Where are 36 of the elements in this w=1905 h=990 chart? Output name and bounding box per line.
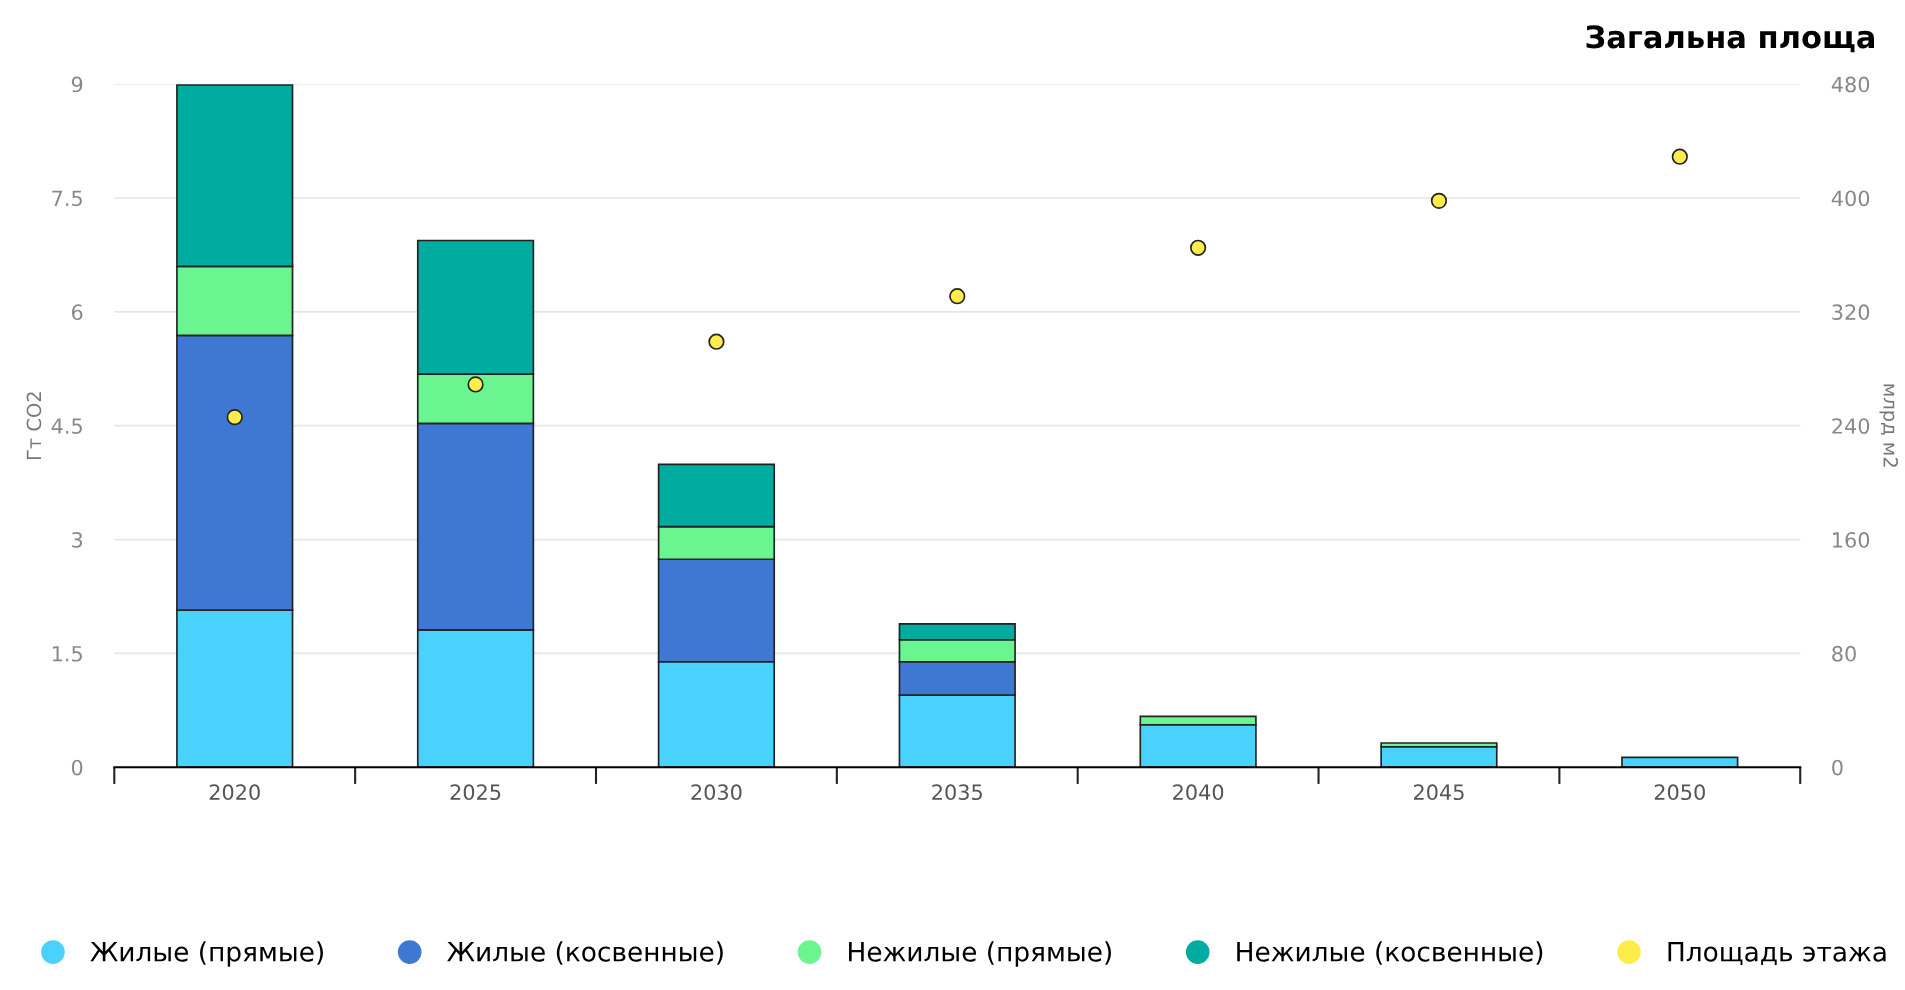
x-tick-label: 2030 xyxy=(691,784,742,801)
y2-axis-title: млрд м2 xyxy=(1879,384,1898,467)
chart-title: Загальна площа xyxy=(1586,25,1875,53)
point xyxy=(467,376,484,393)
y2-tick-label: 80 xyxy=(1832,645,1856,662)
point xyxy=(708,333,725,350)
legend-label: Нежилые (косвенные) xyxy=(1237,941,1543,965)
legend-label: Площадь этажа xyxy=(1668,942,1886,965)
y-tick-label: 6 xyxy=(71,304,83,321)
point xyxy=(1189,239,1207,256)
y-tick-label: 1.5 xyxy=(52,646,82,662)
x-tick-label: 2045 xyxy=(1413,784,1464,801)
x-tick-label: 2020 xyxy=(209,784,260,801)
point xyxy=(1430,192,1448,209)
y-tick-label: 3 xyxy=(72,532,83,548)
x-tick-label: 2040 xyxy=(1173,784,1224,801)
y-tick-label: 0 xyxy=(71,759,83,776)
x-tick-label: 2050 xyxy=(1654,784,1705,801)
x-tick-label: 2025 xyxy=(450,784,501,801)
y2-tick-label: 320 xyxy=(1832,304,1870,321)
y-tick-label: 9 xyxy=(71,76,83,93)
y-tick-label: 7.5 xyxy=(52,190,82,207)
y-tick-label: 4.5 xyxy=(51,418,82,434)
point xyxy=(1671,148,1688,165)
y2-tick-label: 0 xyxy=(1832,759,1843,776)
x-tick-label: 2035 xyxy=(932,784,982,801)
legend-label: Нежилые (прямые) xyxy=(849,941,1111,967)
y2-tick-label: 240 xyxy=(1832,418,1870,434)
y2-tick-label: 160 xyxy=(1833,532,1870,548)
legend-label: Жилые (прямые) xyxy=(90,941,323,967)
y2-tick-label: 480 xyxy=(1831,76,1870,93)
point xyxy=(226,409,243,426)
legend-label: Жилые (косвенные) xyxy=(447,941,723,965)
y2-tick-label: 400 xyxy=(1831,190,1870,207)
point xyxy=(949,288,966,305)
y-axis-title: Гт CO2 xyxy=(26,392,42,460)
